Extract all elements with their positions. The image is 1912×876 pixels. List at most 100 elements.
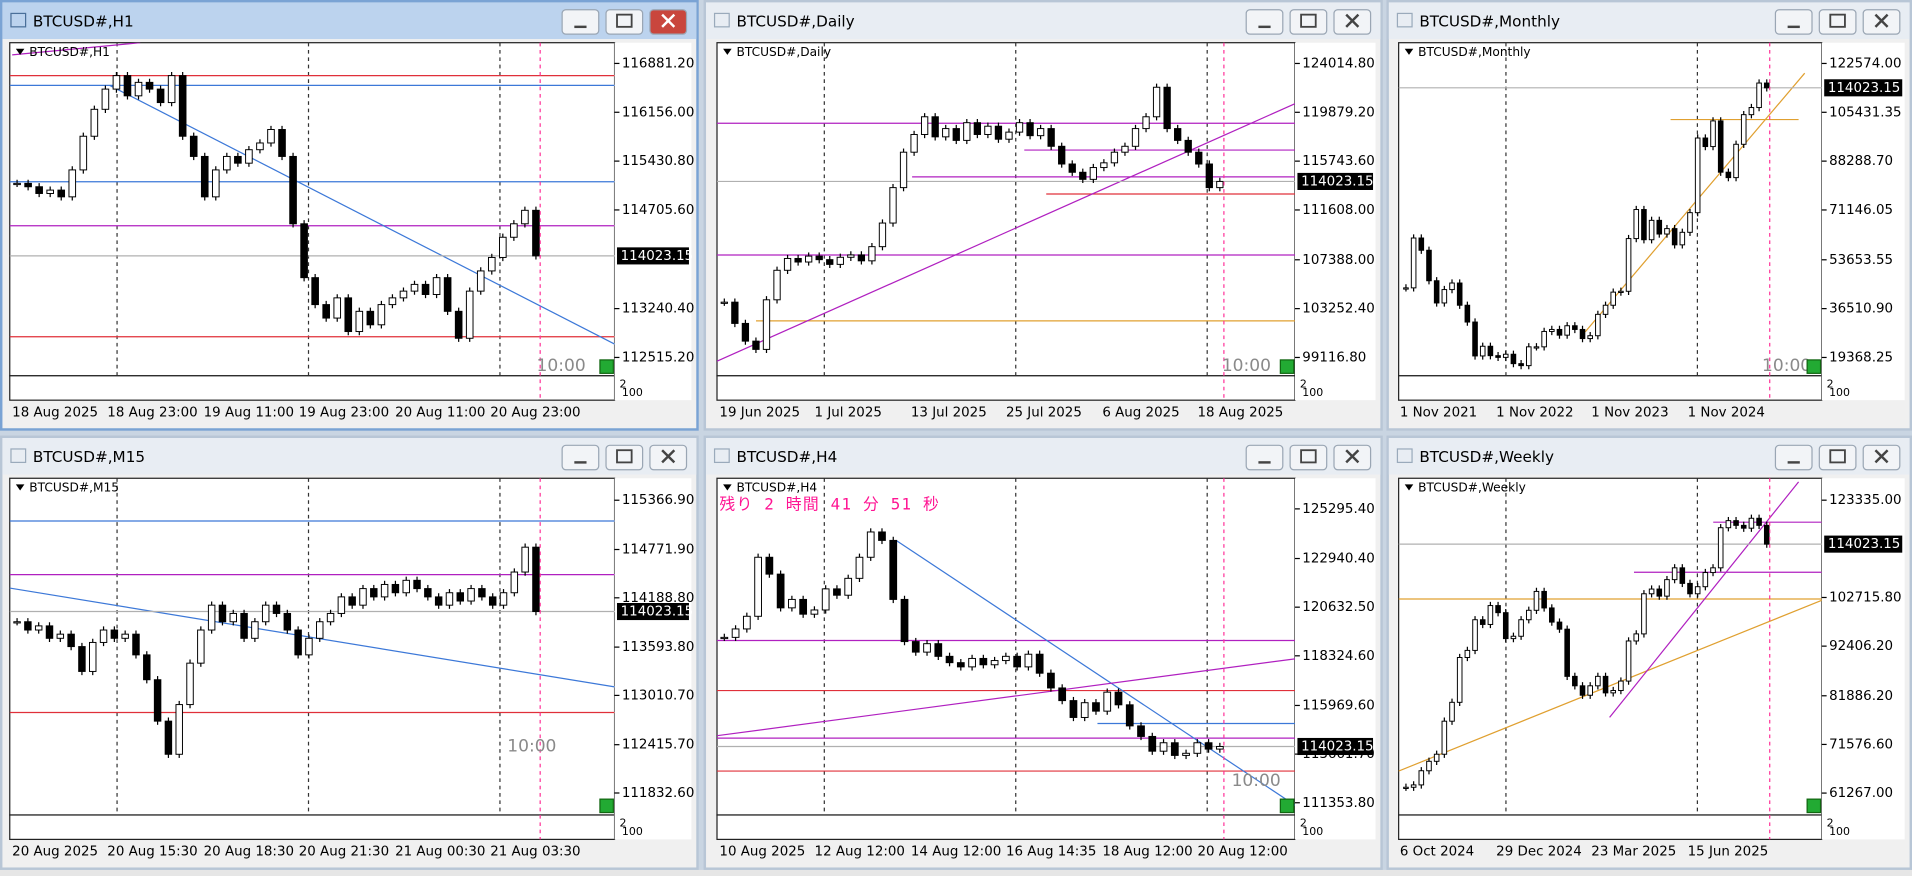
drawn-line — [717, 658, 1295, 737]
candle — [207, 604, 216, 631]
close-icon — [1874, 13, 1889, 28]
candle — [855, 556, 864, 579]
candle — [267, 129, 275, 144]
candle — [399, 290, 408, 299]
candle — [311, 277, 319, 306]
candle — [123, 75, 132, 97]
candle — [844, 577, 853, 596]
close-button[interactable] — [1333, 444, 1372, 471]
date-label: 20 Aug 23:00 — [490, 405, 580, 420]
maximize-button[interactable] — [1818, 444, 1857, 471]
candle — [1702, 137, 1709, 148]
axis-corner-top: 2 — [1827, 377, 1834, 390]
price-label: 61267.00 — [1829, 786, 1893, 801]
candle — [79, 135, 88, 171]
candle — [1426, 760, 1432, 772]
date-label: 25 Jul 2025 — [1006, 405, 1082, 420]
minimize-button[interactable] — [1774, 444, 1813, 471]
candle — [1740, 114, 1747, 145]
candle — [1100, 162, 1108, 169]
time-strip — [1398, 375, 1823, 401]
maximize-button[interactable] — [1818, 9, 1857, 35]
bid-label: 114023.15 — [621, 249, 693, 264]
candle — [923, 643, 931, 653]
minimize-button[interactable] — [1245, 444, 1284, 471]
maximize-button[interactable] — [605, 9, 644, 35]
date-label: 14 Aug 12:00 — [911, 845, 1001, 860]
candle — [1664, 228, 1670, 235]
candle — [1131, 128, 1140, 147]
close-button[interactable] — [649, 9, 688, 35]
close-button[interactable] — [649, 444, 688, 471]
date-label: 20 Aug 11:00 — [395, 405, 485, 420]
close-icon — [1345, 449, 1360, 464]
date-label: 20 Aug 2025 — [12, 845, 98, 860]
candle — [388, 297, 397, 306]
window-title: BTCUSD#,Monthly — [1419, 12, 1560, 30]
drawn-line — [9, 587, 615, 688]
candle — [1502, 612, 1509, 640]
candle — [175, 704, 183, 755]
candle — [1193, 742, 1202, 754]
candle — [1549, 607, 1555, 623]
candle — [1058, 687, 1067, 702]
candle — [1618, 290, 1624, 293]
maximize-icon — [1829, 449, 1846, 464]
close-button[interactable] — [1862, 9, 1901, 35]
candle — [251, 621, 259, 639]
close-button[interactable] — [1862, 444, 1901, 471]
candle — [1456, 657, 1463, 703]
candle — [1625, 238, 1632, 292]
minimize-button[interactable] — [1245, 9, 1284, 35]
minimize-button[interactable] — [1774, 9, 1813, 35]
candle — [810, 609, 819, 615]
candle — [1694, 586, 1701, 595]
candle — [1572, 325, 1578, 330]
status-indicator — [1806, 359, 1822, 374]
date-label: 1 Nov 2023 — [1591, 405, 1668, 420]
candle — [391, 583, 400, 594]
candle — [1114, 691, 1123, 706]
price-label: 71146.05 — [1829, 203, 1893, 218]
bid-label-box — [1297, 172, 1374, 190]
candle — [1426, 249, 1432, 282]
price-label: 92406.20 — [1829, 639, 1893, 654]
chart-label: BTCUSD#,H1 — [29, 45, 110, 59]
candle — [752, 340, 760, 350]
candle — [911, 641, 920, 653]
maximize-icon — [1300, 449, 1317, 464]
candle — [283, 612, 292, 631]
candle — [1080, 702, 1089, 718]
price-label: 114771.90 — [622, 543, 694, 558]
candle — [720, 301, 728, 304]
candle — [1694, 137, 1701, 214]
candle — [1015, 122, 1024, 133]
countdown: 残り 2 時間 41 分 51 秒 — [719, 495, 940, 514]
chart-label: BTCUSD#,Monthly — [1418, 45, 1531, 59]
candle — [366, 310, 375, 326]
candle — [1013, 655, 1021, 668]
minimize-button[interactable] — [561, 444, 600, 471]
maximize-button[interactable] — [1289, 9, 1328, 35]
maximize-icon — [1300, 13, 1317, 28]
candle — [878, 222, 887, 248]
candle — [1541, 330, 1547, 348]
price-label: 71576.60 — [1829, 737, 1893, 752]
candle — [765, 556, 774, 575]
maximize-button[interactable] — [605, 444, 644, 471]
date-label: 1 Nov 2021 — [1400, 405, 1477, 420]
candle — [1079, 171, 1087, 180]
bar-timer: 10:00 — [1762, 356, 1811, 376]
close-button[interactable] — [1333, 9, 1372, 35]
axis-corner-bottom: 100 — [622, 386, 643, 399]
candle — [1047, 672, 1055, 689]
minimize-button[interactable] — [561, 9, 600, 35]
candle — [377, 304, 386, 326]
candle — [857, 254, 866, 262]
axis-corner-top: 2 — [1300, 817, 1307, 830]
bid-label: 114023.15 — [621, 605, 693, 620]
maximize-button[interactable] — [1289, 444, 1328, 471]
window-icon — [713, 448, 730, 464]
drawn-line — [717, 103, 1295, 362]
